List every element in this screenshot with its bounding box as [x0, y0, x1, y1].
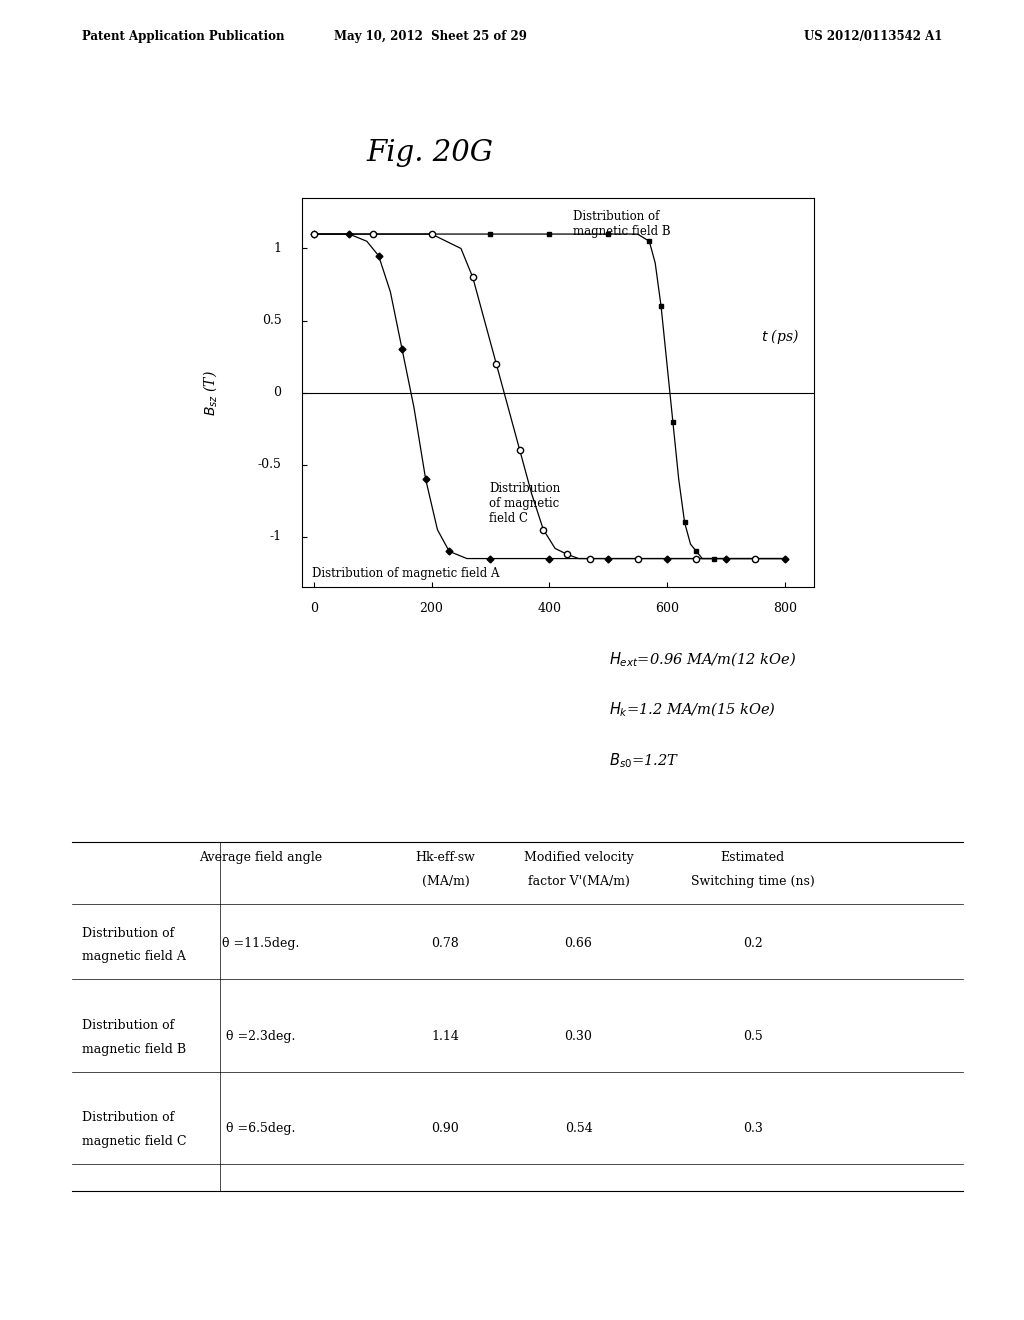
Text: Hk-eff-sw: Hk-eff-sw: [416, 851, 475, 865]
Text: Fig. 20G: Fig. 20G: [367, 139, 494, 166]
Text: Distribution of: Distribution of: [82, 1111, 174, 1125]
Text: Patent Application Publication: Patent Application Publication: [82, 30, 285, 44]
Text: -0.5: -0.5: [258, 458, 282, 471]
Text: Modified velocity: Modified velocity: [523, 851, 634, 865]
Text: Average field angle: Average field angle: [200, 851, 323, 865]
Text: magnetic field A: magnetic field A: [82, 950, 185, 964]
Text: 0: 0: [310, 602, 317, 615]
Text: θ =2.3deg.: θ =2.3deg.: [226, 1030, 296, 1043]
Text: θ =6.5deg.: θ =6.5deg.: [226, 1122, 296, 1135]
Text: (MA/m): (MA/m): [422, 875, 469, 888]
Text: Distribution
of magnetic
field C: Distribution of magnetic field C: [488, 482, 560, 525]
Text: Distribution of: Distribution of: [82, 927, 174, 940]
Text: 0.2: 0.2: [742, 937, 763, 950]
Text: Distribution of: Distribution of: [82, 1019, 174, 1032]
Text: 0.78: 0.78: [431, 937, 460, 950]
Text: -1: -1: [269, 531, 282, 544]
Text: 0.3: 0.3: [742, 1122, 763, 1135]
Text: Estimated: Estimated: [721, 851, 784, 865]
Text: 0: 0: [273, 387, 282, 399]
Text: $H_{k}$=1.2 MA/m(15 kOe): $H_{k}$=1.2 MA/m(15 kOe): [609, 701, 776, 719]
Text: 0.54: 0.54: [564, 1122, 593, 1135]
Text: 0.90: 0.90: [431, 1122, 460, 1135]
Text: 0.30: 0.30: [564, 1030, 593, 1043]
Text: 800: 800: [773, 602, 797, 615]
Text: factor V'(MA/m): factor V'(MA/m): [527, 875, 630, 888]
Text: Switching time (ns): Switching time (ns): [691, 875, 814, 888]
Text: US 2012/0113542 A1: US 2012/0113542 A1: [804, 30, 942, 44]
Text: May 10, 2012  Sheet 25 of 29: May 10, 2012 Sheet 25 of 29: [334, 30, 526, 44]
Text: θ =11.5deg.: θ =11.5deg.: [222, 937, 300, 950]
Text: Distribution of
magnetic field B: Distribution of magnetic field B: [573, 210, 671, 238]
Text: Distribution of magnetic field A: Distribution of magnetic field A: [312, 566, 500, 579]
Text: $B_{s0}$=1.2T: $B_{s0}$=1.2T: [609, 751, 679, 770]
Text: $H_{ext}$=0.96 MA/m(12 kOe): $H_{ext}$=0.96 MA/m(12 kOe): [609, 651, 797, 669]
Text: 0.66: 0.66: [564, 937, 593, 950]
Text: 1: 1: [273, 242, 282, 255]
Text: magnetic field B: magnetic field B: [82, 1043, 186, 1056]
Text: 1.14: 1.14: [431, 1030, 460, 1043]
Text: magnetic field C: magnetic field C: [82, 1135, 186, 1148]
Text: 0.5: 0.5: [742, 1030, 763, 1043]
Text: 200: 200: [420, 602, 443, 615]
Text: $B_{sz}$ (T): $B_{sz}$ (T): [201, 370, 219, 416]
Text: 400: 400: [538, 602, 561, 615]
Text: $t$ (ps): $t$ (ps): [761, 327, 799, 346]
Text: 0.5: 0.5: [262, 314, 282, 327]
Text: 600: 600: [655, 602, 679, 615]
